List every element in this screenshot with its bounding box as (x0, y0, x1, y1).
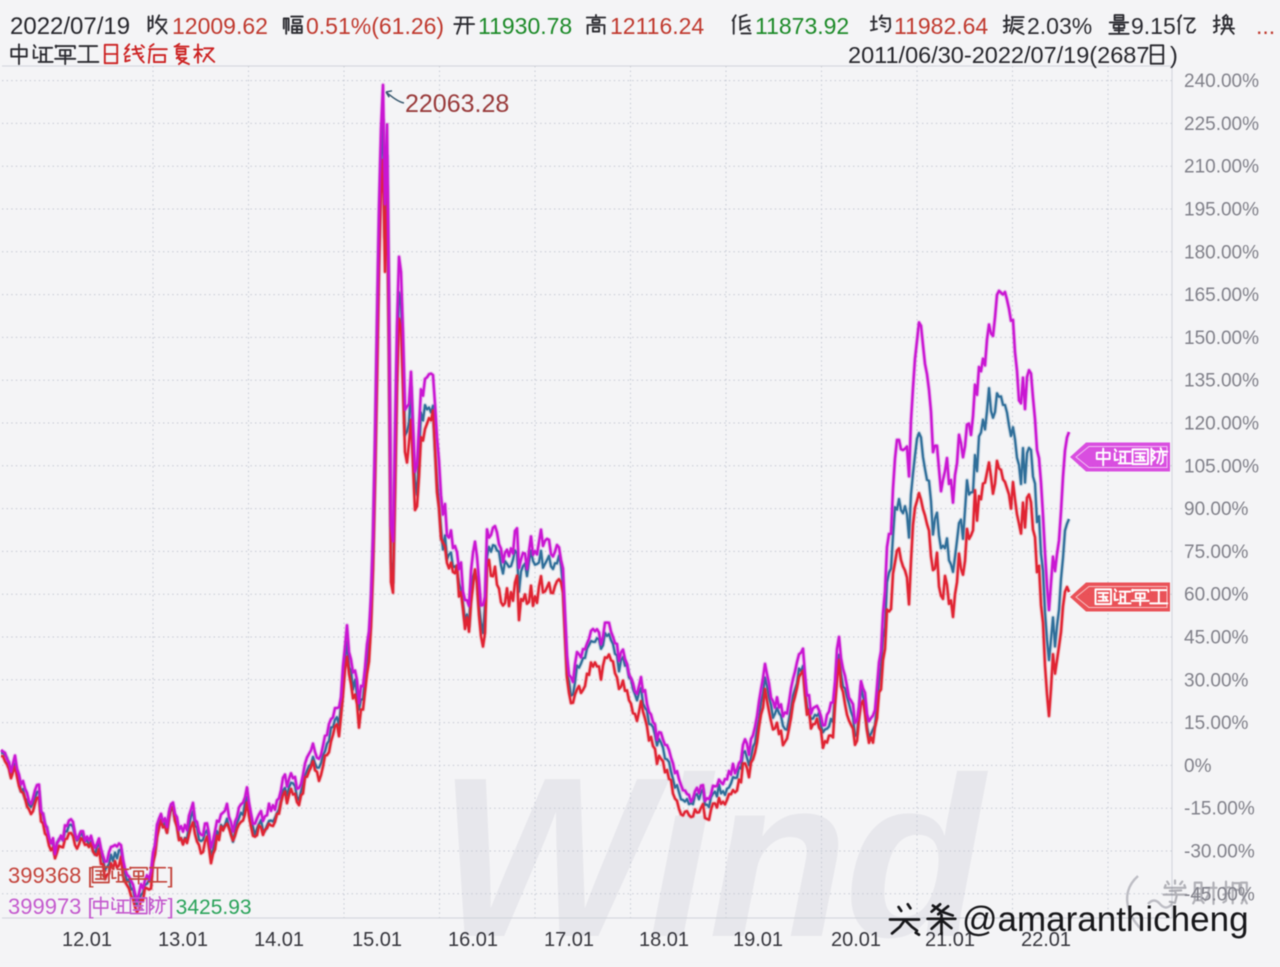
svg-text:75.00%: 75.00% (1184, 542, 1249, 563)
svg-text:12009.62: 12009.62 (172, 13, 268, 39)
svg-text:): ) (1170, 42, 1178, 68)
svg-text:22063.28: 22063.28 (405, 90, 509, 118)
svg-text:12116.24: 12116.24 (610, 13, 704, 39)
svg-text:20.01: 20.01 (831, 929, 881, 951)
svg-text:240.00%: 240.00% (1184, 71, 1259, 92)
svg-text:13.01: 13.01 (158, 929, 208, 951)
svg-text:2.03%: 2.03% (1027, 13, 1092, 39)
svg-text:14.01: 14.01 (254, 929, 304, 951)
svg-text:12.01: 12.01 (62, 929, 112, 951)
svg-text:17.01: 17.01 (544, 929, 594, 951)
svg-text:21.01: 21.01 (925, 929, 975, 951)
svg-text:16.01: 16.01 (448, 929, 498, 951)
svg-text:399368 [: 399368 [ (8, 863, 94, 888)
svg-text:15.00%: 15.00% (1184, 713, 1249, 734)
svg-text:-30.00%: -30.00% (1184, 842, 1255, 863)
svg-text:105.00%: 105.00% (1184, 456, 1259, 477)
svg-text:Wind: Wind (438, 731, 989, 962)
svg-text:]: ] (168, 894, 174, 919)
svg-text:3425.93: 3425.93 (176, 896, 252, 919)
svg-text:120.00%: 120.00% (1184, 414, 1259, 435)
svg-text:60.00%: 60.00% (1184, 585, 1249, 606)
svg-text:225.00%: 225.00% (1184, 114, 1259, 135)
svg-text:0%: 0% (1184, 756, 1212, 777)
svg-text:210.00%: 210.00% (1184, 157, 1259, 178)
svg-text:2011/06/30-2022/07/19(2687: 2011/06/30-2022/07/19(2687 (848, 42, 1149, 68)
svg-text:15.01: 15.01 (352, 929, 402, 951)
svg-text:45.00%: 45.00% (1184, 628, 1249, 649)
svg-text:0.51%(61.26): 0.51%(61.26) (306, 13, 444, 39)
svg-text:195.00%: 195.00% (1184, 200, 1259, 221)
svg-text:...: ... (1256, 13, 1275, 39)
svg-text:18.01: 18.01 (639, 929, 689, 951)
svg-text:30.00%: 30.00% (1184, 670, 1249, 691)
svg-text:135.00%: 135.00% (1184, 371, 1259, 392)
svg-text:150.00%: 150.00% (1184, 328, 1259, 349)
svg-text:11982.64: 11982.64 (894, 13, 988, 39)
svg-text:@amaranthicheng: @amaranthicheng (962, 900, 1249, 939)
svg-text:11930.78: 11930.78 (478, 13, 572, 39)
svg-text:90.00%: 90.00% (1184, 499, 1249, 520)
svg-text:165.00%: 165.00% (1184, 285, 1259, 306)
svg-text:11873.92: 11873.92 (755, 13, 849, 39)
svg-text:-15.00%: -15.00% (1184, 799, 1255, 820)
svg-text:22.01: 22.01 (1021, 929, 1071, 951)
svg-text:9.15: 9.15 (1131, 13, 1176, 39)
svg-text:399973 [: 399973 [ (8, 894, 94, 919)
svg-text:19.01: 19.01 (733, 929, 783, 951)
svg-text:180.00%: 180.00% (1184, 242, 1259, 263)
svg-text:]: ] (168, 863, 174, 888)
svg-text:2022/07/19: 2022/07/19 (10, 13, 130, 40)
